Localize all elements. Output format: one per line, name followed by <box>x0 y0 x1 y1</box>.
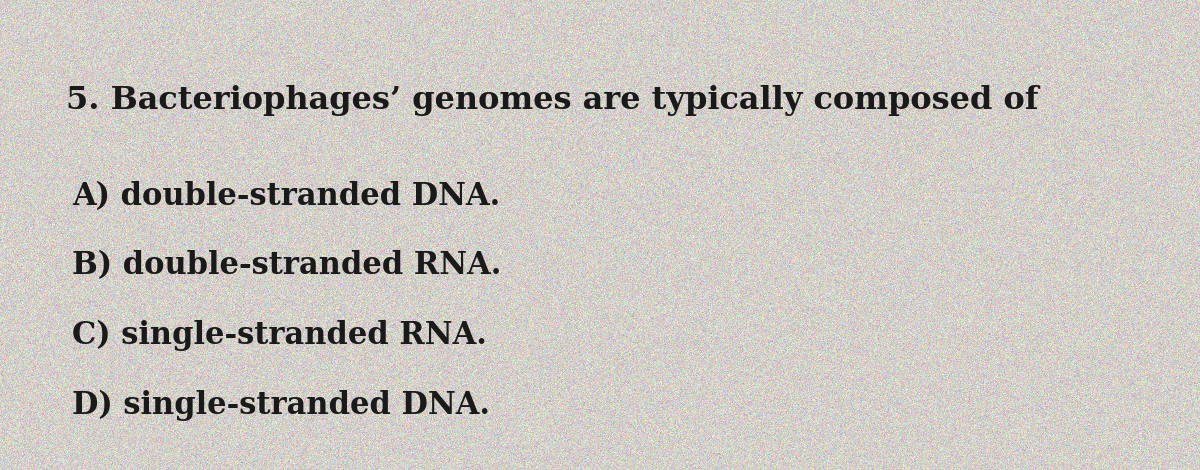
Text: C) single-stranded RNA.: C) single-stranded RNA. <box>72 320 487 351</box>
Text: 5. Bacteriophages’ genomes are typically composed of: 5. Bacteriophages’ genomes are typically… <box>66 85 1038 116</box>
Text: A) double-stranded DNA.: A) double-stranded DNA. <box>72 181 500 212</box>
Text: D) single-stranded DNA.: D) single-stranded DNA. <box>72 390 490 421</box>
Text: B) double-stranded RNA.: B) double-stranded RNA. <box>72 251 502 282</box>
